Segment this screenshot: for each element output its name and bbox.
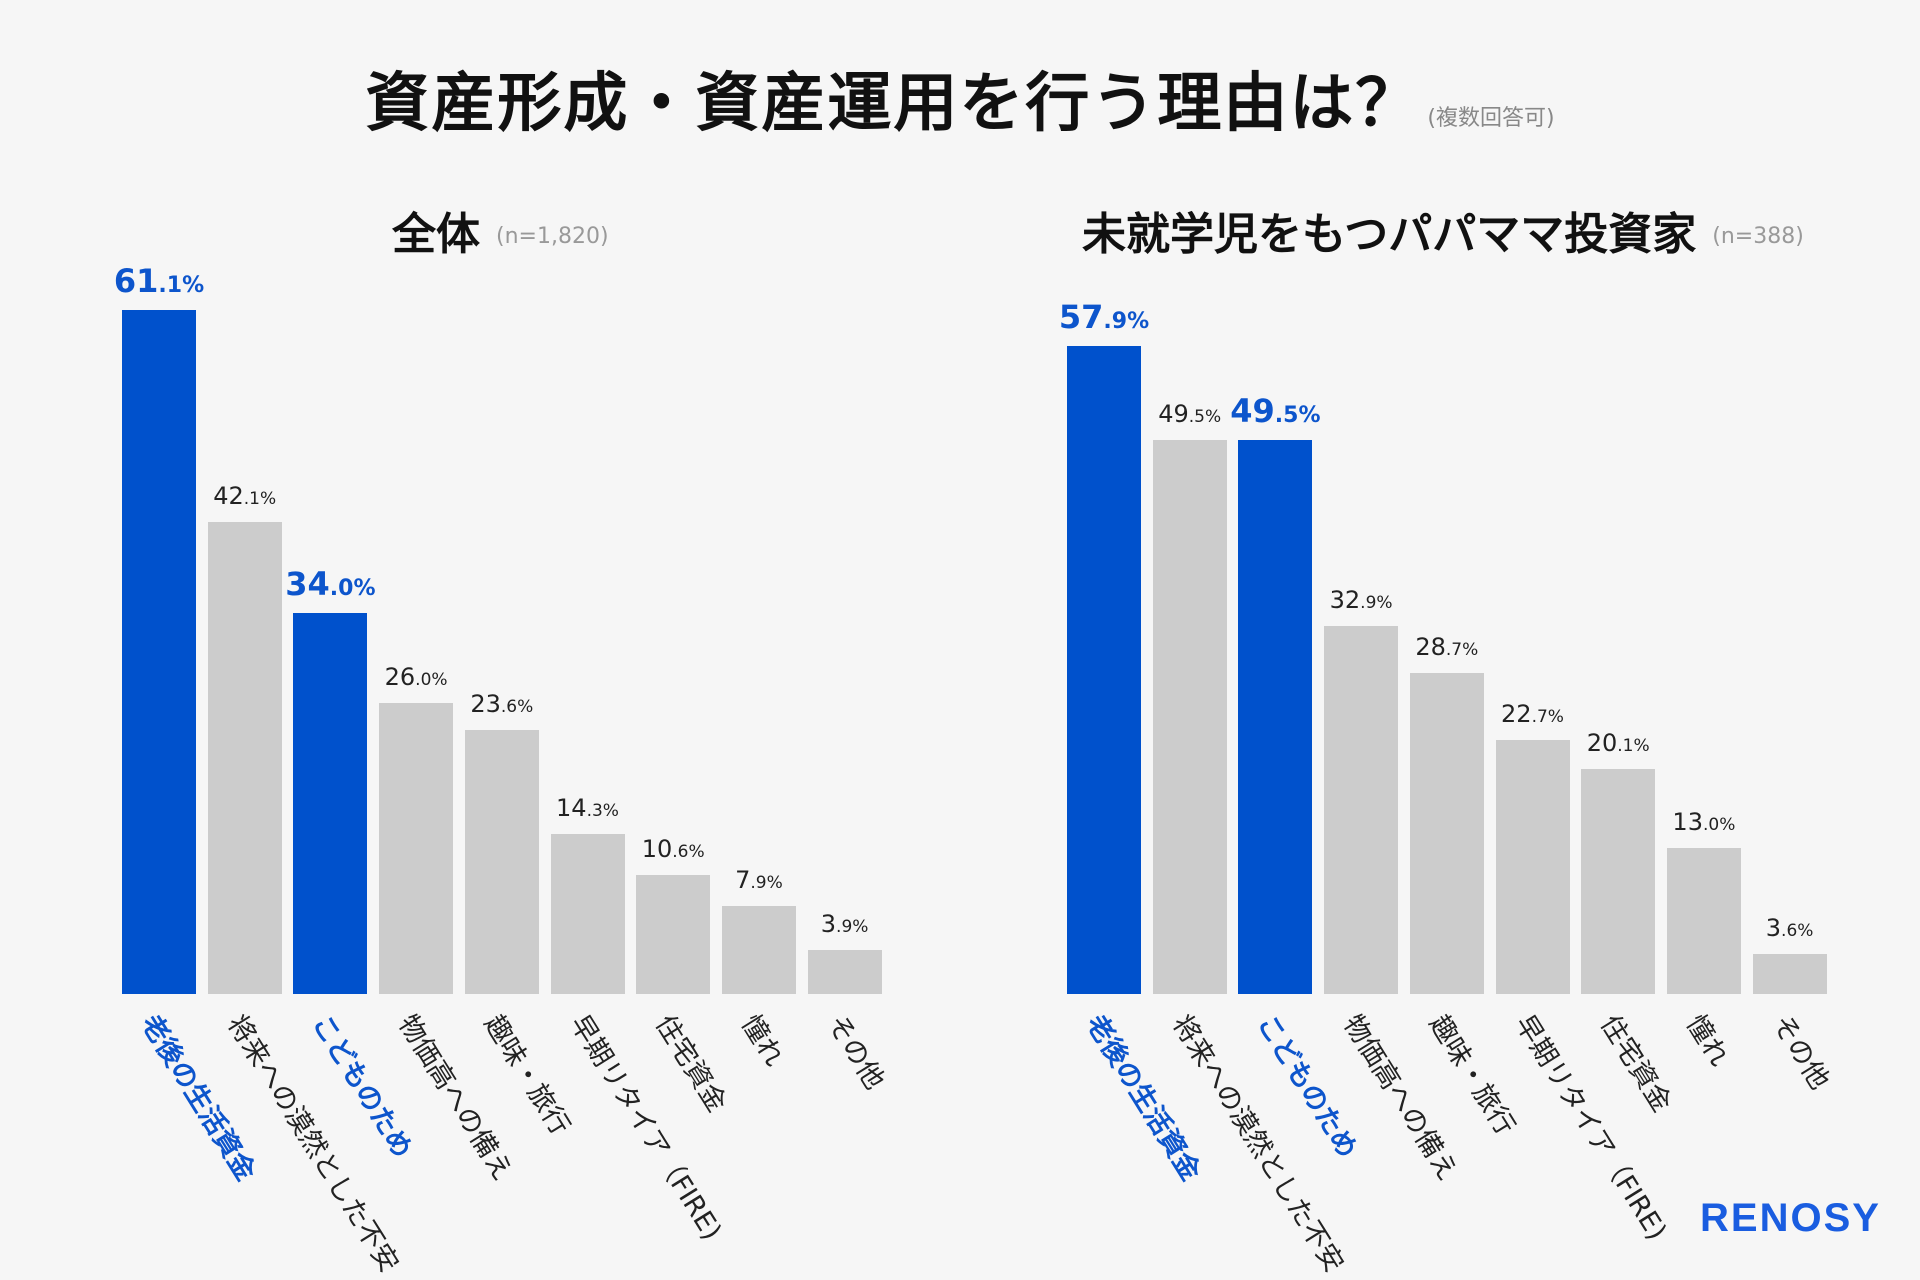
title-main: 資産形成・資産運用を行う理由は？: [365, 67, 1422, 141]
data-label: 42.1%: [213, 482, 277, 511]
bar: [464, 729, 539, 994]
chart-title: 資産形成・資産運用を行う理由は？ (複数回答可): [0, 52, 1920, 144]
bar: [636, 875, 711, 994]
right-chart-header: 未就学児をもつパパママ投資家 (n=388): [1082, 198, 1804, 262]
data-label: 14.3%: [556, 793, 619, 822]
bar: [1324, 625, 1399, 994]
title-note: (複数回答可): [1427, 106, 1555, 131]
data-label: 34.0%: [285, 565, 376, 604]
bar: [122, 309, 196, 994]
data-label: 49.5%: [1230, 391, 1321, 430]
data-label: 3.9%: [820, 910, 869, 939]
data-label: 7.9%: [735, 865, 783, 894]
bar: [379, 702, 454, 994]
right-chart-title: 未就学児をもつパパママ投資家: [1082, 209, 1697, 260]
bar: [1067, 345, 1141, 994]
category-label: 憧れ: [734, 1009, 790, 1072]
data-label: 49.5%: [1158, 399, 1222, 428]
data-label: 61.1%: [113, 261, 205, 300]
bar: [1152, 439, 1227, 994]
left-chart-sample: (n=1,820): [496, 224, 609, 249]
right-chart-sample: (n=388): [1712, 224, 1804, 249]
category-label: その他: [820, 1009, 890, 1095]
bar: [550, 833, 625, 994]
bar: [1581, 768, 1656, 994]
data-label: 23.6%: [470, 689, 534, 718]
data-label: 10.6%: [641, 835, 705, 864]
bar: [1495, 739, 1570, 994]
bar: [1752, 953, 1827, 994]
data-label: 3.6%: [1765, 913, 1814, 942]
category-label: 早期リタイア（FIRE): [1508, 1009, 1672, 1246]
data-label: 20.1%: [1586, 728, 1650, 757]
category-label: その他: [1765, 1009, 1835, 1095]
bar: [207, 522, 282, 994]
bar: [807, 950, 882, 994]
left-chart-title: 全体: [392, 209, 480, 260]
data-label: 13.0%: [1672, 808, 1736, 837]
category-label: 憧れ: [1679, 1009, 1735, 1072]
renosy-logo: RENOSY: [1700, 1196, 1881, 1240]
bar: [1238, 439, 1313, 994]
data-label: 28.7%: [1415, 632, 1479, 661]
bar: [721, 905, 796, 994]
data-label: 32.9%: [1329, 585, 1393, 614]
data-label: 26.0%: [384, 662, 448, 691]
category-label: 早期リタイア（FIRE): [563, 1009, 727, 1246]
bar: [1666, 848, 1741, 994]
bar: [1409, 672, 1484, 994]
category-label: 住宅資金: [648, 1009, 733, 1118]
data-label: 57.9%: [1058, 297, 1150, 336]
data-label: 22.7%: [1501, 699, 1564, 728]
bar: [293, 613, 368, 994]
category-label: 住宅資金: [1593, 1009, 1678, 1118]
left-chart-header: 全体 (n=1,820): [392, 198, 609, 262]
